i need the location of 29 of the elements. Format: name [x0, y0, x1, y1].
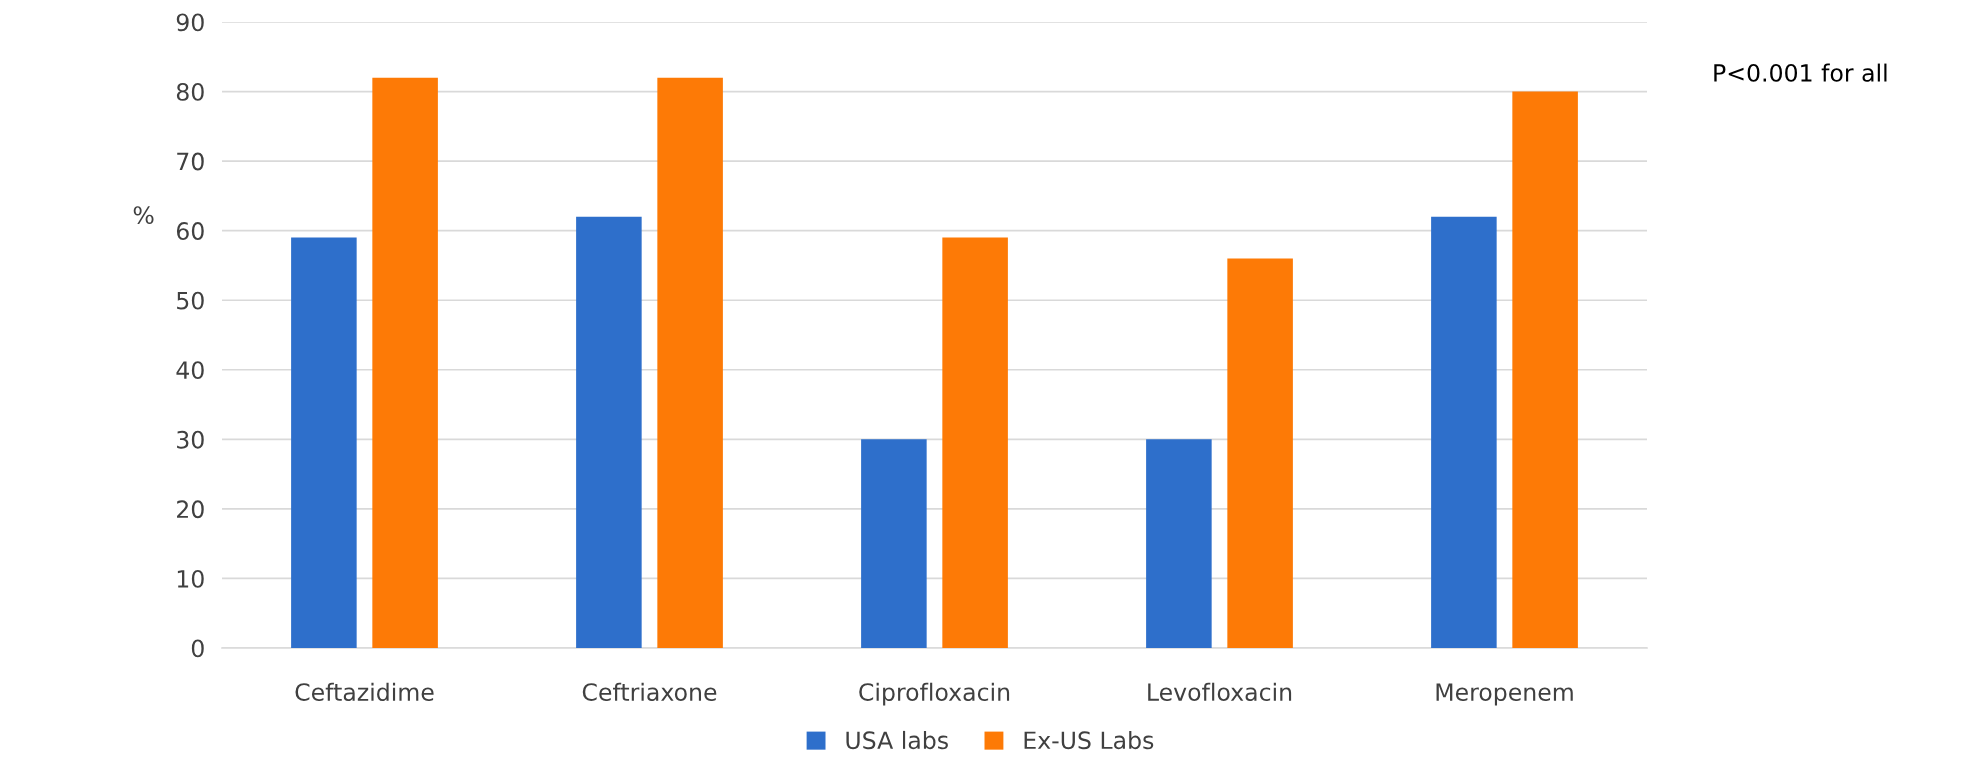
y-tick-label: 10	[177, 569, 204, 588]
y-tick-label: 40	[176, 361, 204, 380]
bar	[372, 77, 438, 648]
bar	[1146, 439, 1212, 648]
bar	[1227, 258, 1293, 648]
y-tick-label: 90	[176, 13, 204, 32]
bar	[657, 77, 723, 648]
x-tick-label: Meropenem	[1436, 683, 1573, 706]
x-tick-label: Ciprofloxacin	[859, 682, 1010, 706]
x-tick-label: Ceftazidime	[295, 682, 434, 701]
bar	[1431, 216, 1497, 648]
bar	[861, 439, 927, 648]
text: P<0.001 for all	[1714, 63, 1887, 82]
bar	[291, 237, 357, 648]
y-tick-label: 70	[177, 152, 204, 171]
bar	[1512, 91, 1578, 648]
x-tick-label: Ceftriaxone	[582, 682, 717, 701]
x-tick-label: Levofloxacin	[1148, 682, 1292, 701]
y-tick-label: 0	[191, 639, 204, 658]
y-tick-label: 50	[177, 291, 204, 310]
legend-label: USA labs	[846, 730, 948, 750]
y-tick-label: 80	[176, 83, 204, 101]
y-tick-label: 20	[177, 500, 204, 519]
legend-label: Ex-US Labs	[1024, 730, 1154, 750]
bar	[942, 237, 1008, 648]
y-tick-label: 30	[177, 430, 204, 449]
y-axis-title: %	[133, 206, 154, 225]
y-tick-label: 60	[176, 222, 204, 240]
bar	[576, 216, 642, 648]
